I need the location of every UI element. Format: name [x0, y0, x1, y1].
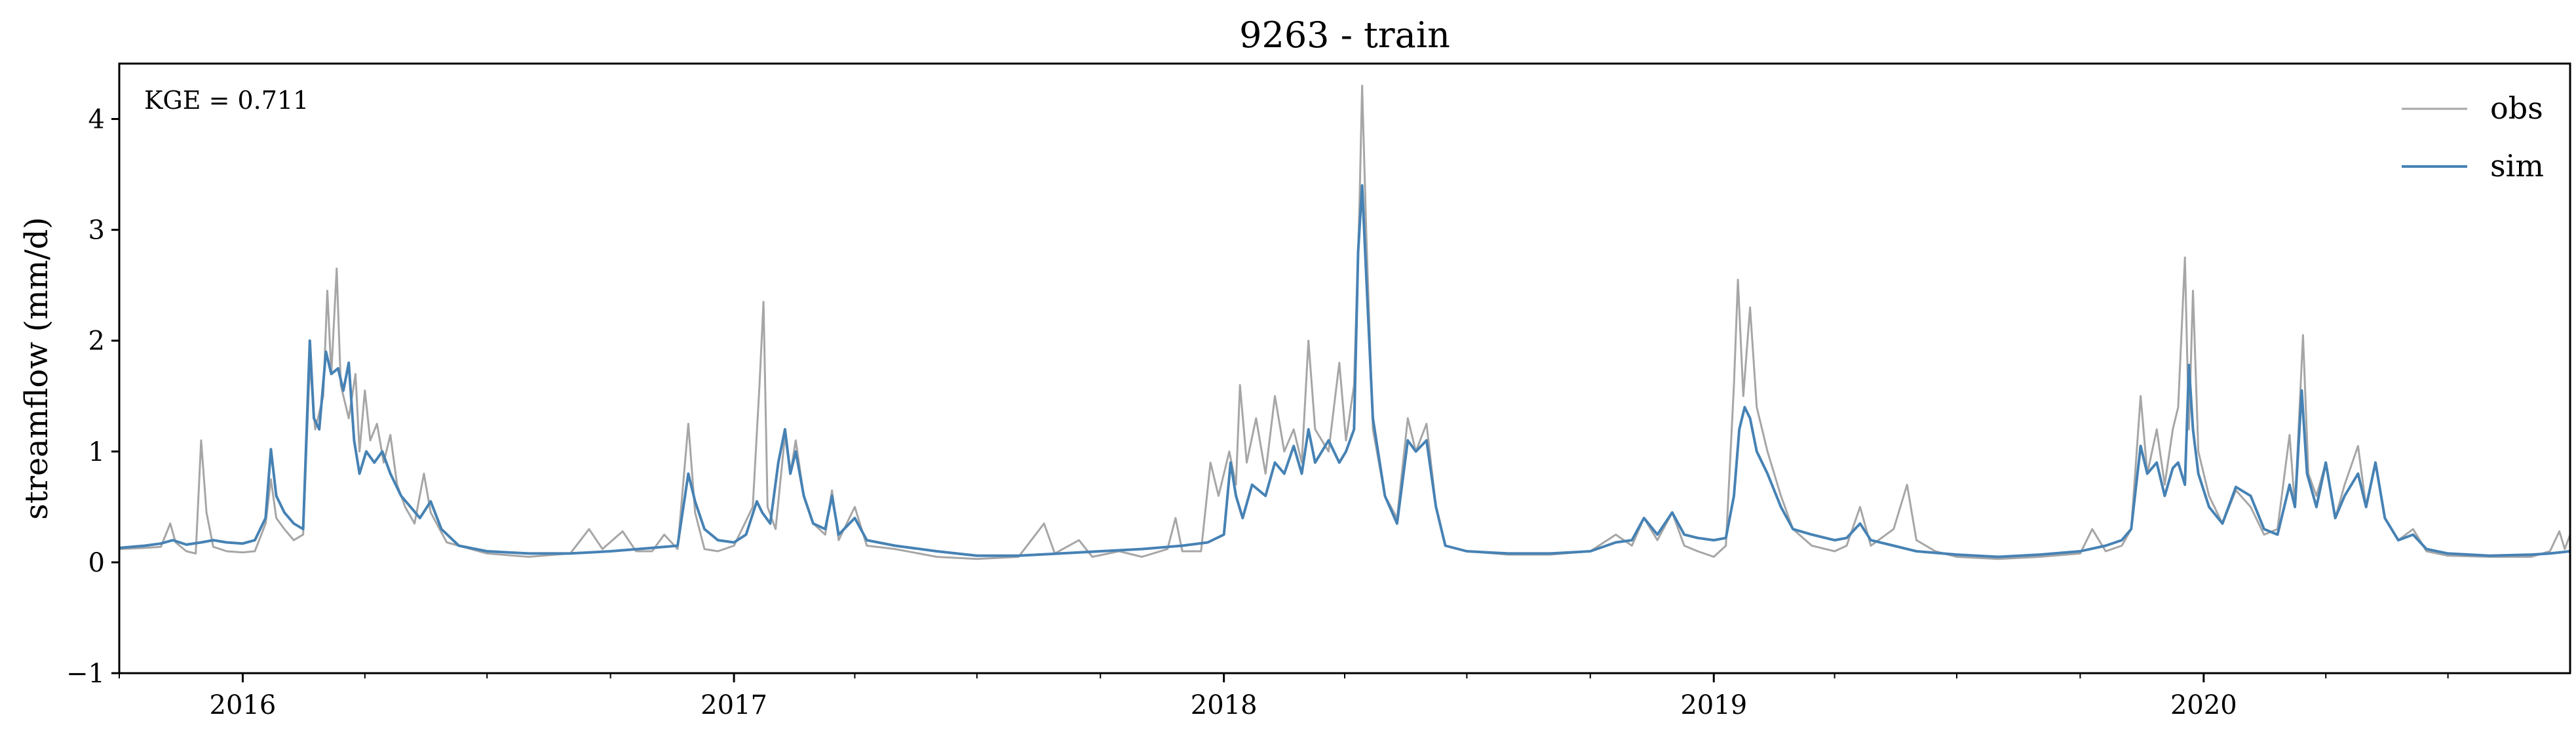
series-layer: [119, 85, 2571, 560]
series-line-obs: [119, 85, 2571, 560]
y-tick-label: 1: [88, 437, 105, 467]
x-tick-label: 2016: [210, 690, 277, 720]
chart-title: 9263 - train: [1239, 14, 1450, 56]
plot-frame: [118, 62, 2571, 674]
y-tick-label: 0: [88, 548, 105, 578]
y-axis: −1 0 1 2 3 4: [66, 105, 119, 689]
y-tick-label: 3: [88, 216, 105, 246]
kge-annotation: KGE = 0.711: [144, 86, 309, 115]
legend: obs sim: [2402, 90, 2544, 184]
plot-area: [118, 62, 2571, 674]
x-tick-label: 2018: [1191, 690, 1258, 720]
x-tick-label: 2019: [1680, 690, 1747, 720]
legend-label-sim: sim: [2490, 148, 2544, 184]
series-line-sim: [119, 184, 2571, 558]
y-tick-label: −1: [66, 659, 105, 689]
legend-label-obs: obs: [2490, 90, 2543, 126]
y-tick-label: 4: [88, 105, 105, 135]
x-tick-label: 2017: [701, 690, 767, 720]
y-axis-title: streamflow (mm/d): [18, 217, 55, 520]
x-tick-label: 2020: [2170, 690, 2237, 720]
x-axis: 2016 2017 2018 2019 2020: [119, 673, 2449, 720]
y-tick-label: 2: [88, 326, 105, 357]
